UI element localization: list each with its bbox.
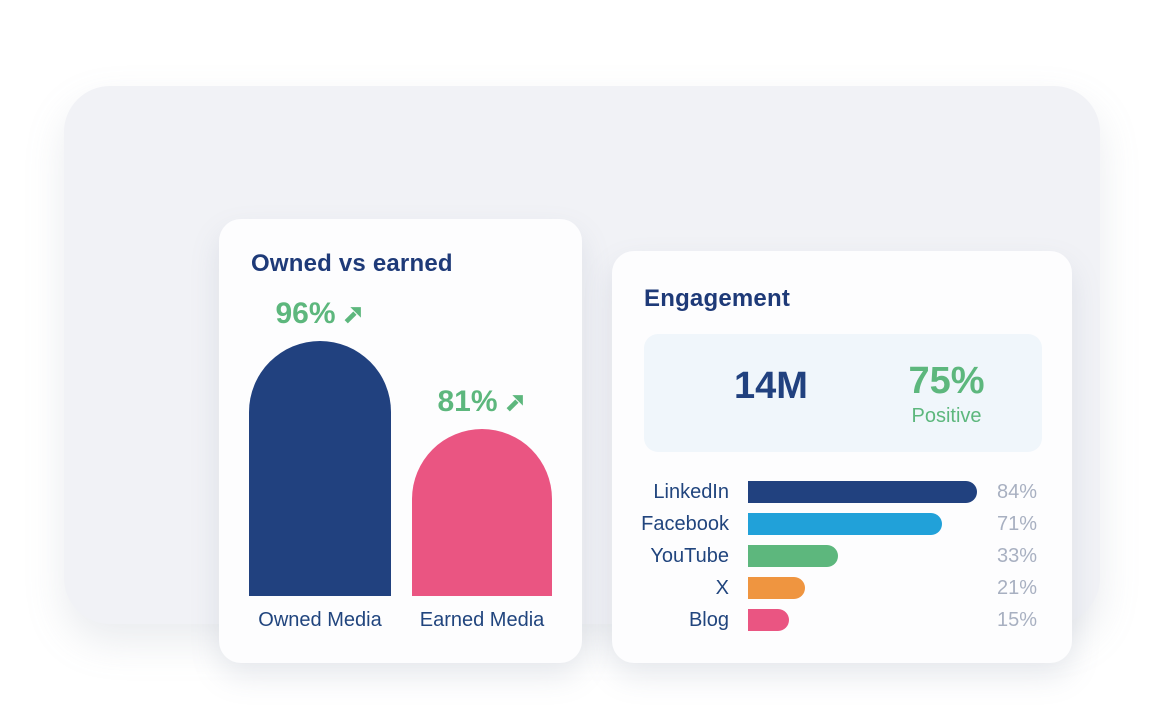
media-bar-value-text: 96%	[275, 297, 336, 330]
owned-earned-chart: 96% Owned Media 81% Earned Media	[219, 219, 582, 663]
channel-label: Blog	[688, 609, 729, 631]
media-bar-column: 96% Owned Media	[249, 219, 391, 632]
channel-bar-track	[748, 545, 1021, 567]
engagement-summary: 14M 75% Positive	[644, 334, 1042, 452]
media-bar-value-text: 81%	[437, 385, 498, 418]
channel-label: LinkedIn	[653, 481, 729, 503]
channel-row: Blog 15%	[612, 604, 1072, 636]
arrow-up-right-icon	[506, 395, 523, 412]
channel-bar-track	[748, 513, 1021, 535]
media-bar	[249, 341, 391, 596]
media-bar	[412, 429, 552, 596]
channel-percent: 21%	[996, 577, 1037, 599]
positive-sentiment-label: Positive	[911, 405, 982, 427]
channel-row: Facebook 71%	[612, 508, 1072, 540]
channel-label: YouTube	[650, 545, 729, 567]
media-bar-value: 81%	[437, 385, 526, 419]
media-bar-stack: 96%	[249, 219, 391, 596]
dashboard-panel: Owned vs earned 96% Owned Media 81%	[64, 86, 1100, 663]
channel-percent: 84%	[996, 481, 1037, 503]
channel-bar-track	[748, 609, 1021, 631]
engagement-card: Engagement 14M 75% Positive LinkedIn 84%…	[612, 251, 1072, 663]
channel-percent: 71%	[996, 513, 1037, 535]
channel-percent: 33%	[996, 545, 1037, 567]
media-bar-stack: 81%	[411, 219, 553, 596]
channel-bar-track	[748, 577, 1021, 599]
media-bar-value: 96%	[275, 297, 364, 331]
channel-row: YouTube 33%	[612, 540, 1072, 572]
channel-bar	[748, 577, 805, 599]
positive-sentiment-stat: 75% Positive	[864, 359, 1029, 429]
owned-vs-earned-title: Owned vs earned	[251, 250, 453, 277]
arrow-up-right-icon	[344, 307, 361, 324]
total-engagement-value: 14M	[734, 365, 808, 407]
owned-vs-earned-card: Owned vs earned 96% Owned Media 81%	[219, 219, 582, 663]
channel-label: X	[715, 577, 729, 599]
positive-sentiment-value: 75%	[908, 360, 985, 402]
media-bar-label: Earned Media	[419, 609, 545, 631]
channel-row: LinkedIn 84%	[612, 476, 1072, 508]
media-bar-column: 81% Earned Media	[411, 219, 553, 632]
channel-bar	[748, 481, 977, 503]
media-bar-label: Owned Media	[258, 609, 382, 631]
channel-bar	[748, 545, 838, 567]
engagement-title: Engagement	[644, 285, 791, 312]
channel-list: LinkedIn 84% Facebook 71% YouTube 33% X …	[612, 476, 1072, 636]
channel-percent: 15%	[996, 609, 1037, 631]
channel-bar-track	[748, 481, 1021, 503]
total-engagement-stat: 14M	[681, 364, 861, 408]
channel-label: Facebook	[641, 513, 729, 535]
channel-bar	[748, 609, 789, 631]
channel-bar	[748, 513, 942, 535]
channel-row: X 21%	[612, 572, 1072, 604]
